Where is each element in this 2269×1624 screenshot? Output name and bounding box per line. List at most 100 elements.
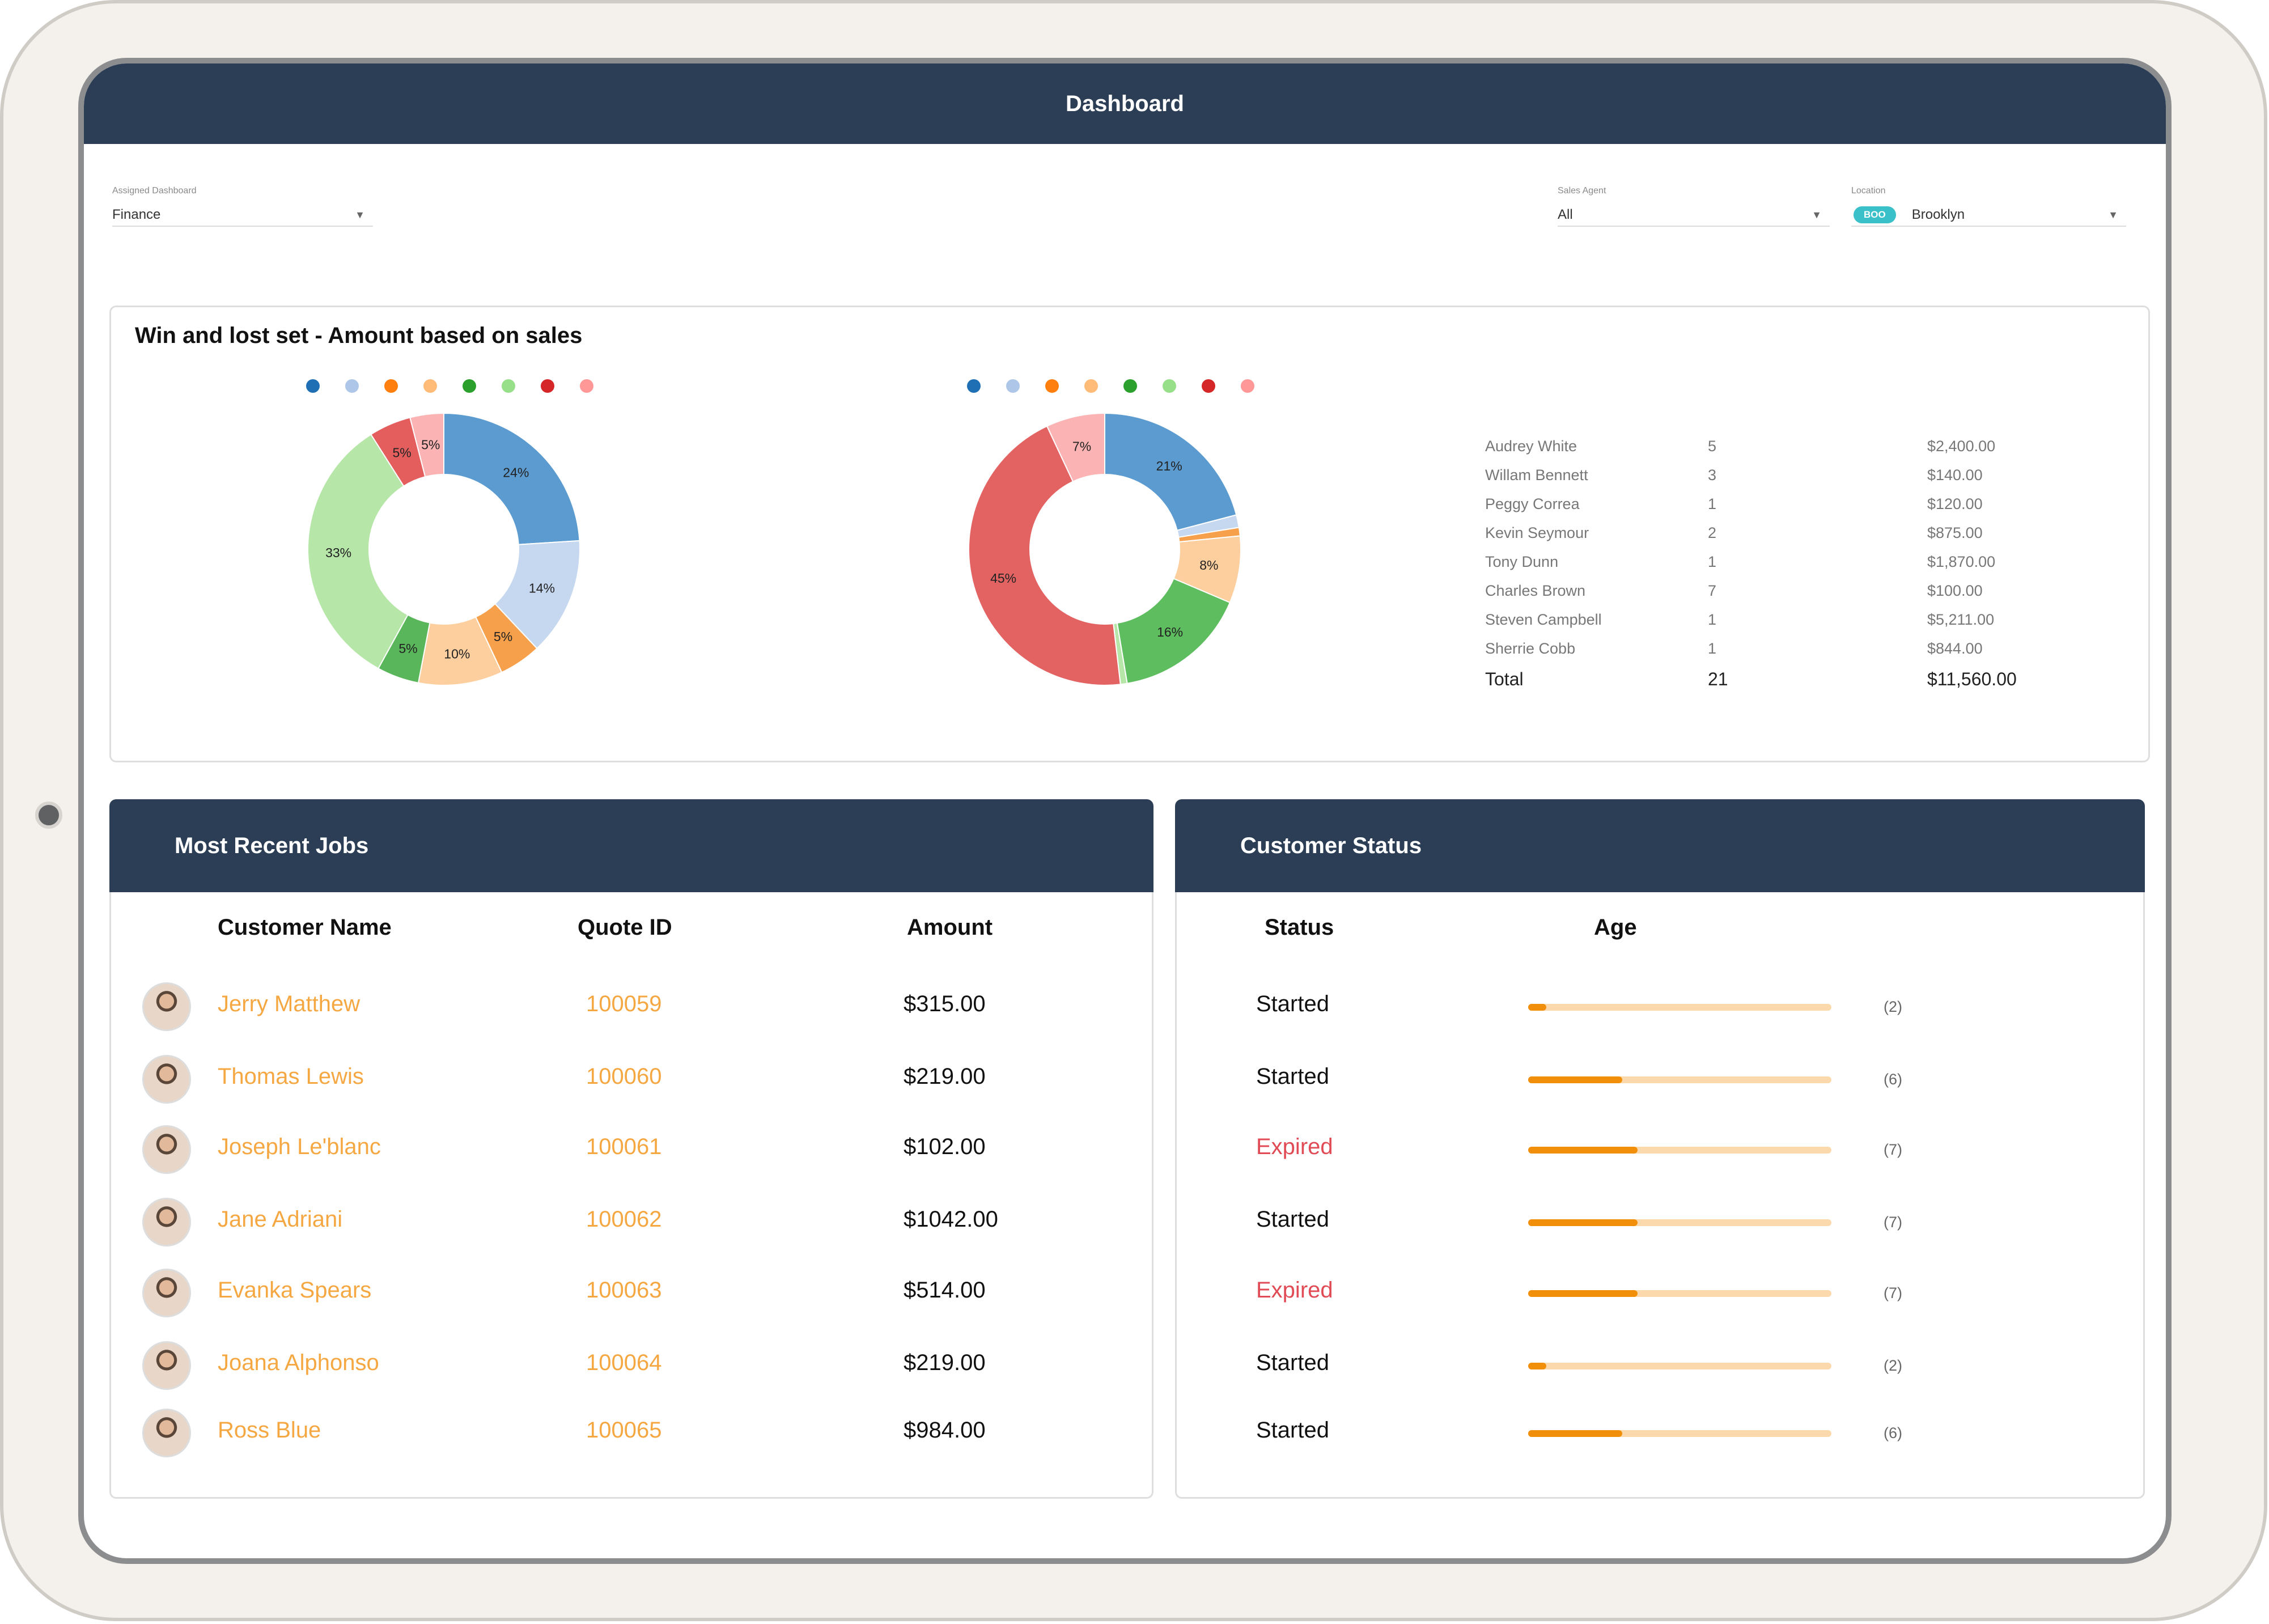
table-row[interactable]: Joseph Le'blanc 100061 $102.00 xyxy=(111,1124,1152,1175)
customer-status-panel: Status Age Started (2) Started (6) Expired (7… xyxy=(1175,892,2145,1499)
amount-value: $219.00 xyxy=(904,1064,986,1089)
filter-value: All xyxy=(1558,207,1573,222)
slice-label: 45% xyxy=(990,571,1016,586)
age-progress-fill xyxy=(1528,1004,1547,1011)
legend-dot[interactable] xyxy=(306,379,320,393)
donut-slice[interactable] xyxy=(307,433,409,669)
legend-dot[interactable] xyxy=(1163,379,1176,393)
table-row[interactable]: Evanka Spears 100063 $514.00 xyxy=(111,1267,1152,1318)
deal-count: 1 xyxy=(1708,611,1717,628)
agent-name: Sherrie Cobb xyxy=(1485,640,1576,657)
chart-legend xyxy=(967,379,1280,393)
agent-name: Willam Bennett xyxy=(1485,467,1588,484)
status-text: Started xyxy=(1256,1207,1329,1232)
donut-slice[interactable] xyxy=(1116,578,1231,684)
deal-amount: $100.00 xyxy=(1927,582,1983,599)
legend-dot[interactable] xyxy=(1123,379,1137,393)
donut-slice[interactable] xyxy=(1104,412,1237,531)
legend-dot[interactable] xyxy=(384,379,398,393)
slice-label: 5% xyxy=(421,437,440,452)
sales-agent-filter[interactable]: Sales Agent All ▼ xyxy=(1558,186,1830,227)
table-row[interactable]: Jane Adriani 100062 $1042.00 xyxy=(111,1197,1152,1248)
table-row[interactable]: Joana Alphonso 100064 $219.00 xyxy=(111,1340,1152,1391)
donut-slice[interactable] xyxy=(409,412,444,478)
legend-dot[interactable] xyxy=(967,379,981,393)
filter-value: Finance xyxy=(112,207,161,222)
panel-title: Most Recent Jobs xyxy=(175,833,369,858)
column-header: Age xyxy=(1594,915,1637,940)
filter-value: Brooklyn xyxy=(1911,207,1965,222)
legend-dot[interactable] xyxy=(1202,379,1215,393)
quote-id-link[interactable]: 100060 xyxy=(586,1064,662,1089)
customer-name-link[interactable]: Joana Alphonso xyxy=(218,1350,379,1375)
customer-name-link[interactable]: Jerry Matthew xyxy=(218,991,361,1016)
legend-dot[interactable] xyxy=(1084,379,1098,393)
deal-count: 2 xyxy=(1708,524,1717,541)
summary-row: Audrey White 5 $2,400.00 xyxy=(1485,438,2052,467)
assigned-dashboard-filter[interactable]: Assigned Dashboard Finance ▼ xyxy=(112,186,373,227)
donut-slice[interactable] xyxy=(968,425,1121,686)
slice-label: 21% xyxy=(1156,459,1182,473)
age-progress-fill xyxy=(1528,1363,1547,1369)
column-header: Amount xyxy=(907,915,993,940)
table-row[interactable]: Thomas Lewis 100060 $219.00 xyxy=(111,1054,1152,1105)
legend-dot[interactable] xyxy=(1006,379,1020,393)
sales-agent-select[interactable]: All ▼ xyxy=(1558,204,1830,227)
status-text: Started xyxy=(1256,991,1329,1016)
location-select[interactable]: BOO Brooklyn ▼ xyxy=(1851,204,2126,227)
status-row: Expired (7) xyxy=(1177,1124,2143,1175)
legend-dot[interactable] xyxy=(345,379,359,393)
card-title: Win and lost set - Amount based on sales xyxy=(135,323,583,348)
donut-slice[interactable] xyxy=(1046,412,1105,482)
slice-label: 33% xyxy=(325,545,351,560)
legend-dot[interactable] xyxy=(463,379,476,393)
slice-label: 7% xyxy=(1072,439,1091,453)
slice-label: 8% xyxy=(1199,558,1218,573)
age-progress-bar xyxy=(1528,1219,1831,1226)
donut-slice[interactable] xyxy=(443,412,580,545)
status-row: Started (6) xyxy=(1177,1054,2143,1105)
quote-id-link[interactable]: 100062 xyxy=(586,1207,662,1232)
quote-id-link[interactable]: 100065 xyxy=(586,1418,662,1443)
status-text: Started xyxy=(1256,1064,1329,1089)
slice-label: 24% xyxy=(503,465,529,480)
table-row[interactable]: Ross Blue 100065 $984.00 xyxy=(111,1407,1152,1458)
deal-amount: $120.00 xyxy=(1927,495,1983,512)
panel-title: Customer Status xyxy=(1240,833,1422,858)
summary-row: Charles Brown 7 $100.00 xyxy=(1485,582,2052,611)
customer-name-link[interactable]: Evanka Spears xyxy=(218,1278,372,1303)
table-row[interactable]: Jerry Matthew 100059 $315.00 xyxy=(111,981,1152,1032)
column-header: Customer Name xyxy=(218,915,392,940)
legend-dot[interactable] xyxy=(502,379,515,393)
legend-dot[interactable] xyxy=(1241,379,1254,393)
age-count: (7) xyxy=(1884,1141,1902,1158)
deal-count: 1 xyxy=(1708,495,1717,512)
age-progress-bar xyxy=(1528,1290,1831,1297)
quote-id-link[interactable]: 100061 xyxy=(586,1134,662,1159)
total-label: Total xyxy=(1485,669,1524,689)
assigned-dashboard-select[interactable]: Finance ▼ xyxy=(112,204,373,227)
customer-status-header: Customer Status xyxy=(1175,799,2145,892)
caret-down-icon: ▼ xyxy=(1812,209,1822,221)
quote-id-link[interactable]: 100064 xyxy=(586,1350,662,1375)
quote-id-link[interactable]: 100063 xyxy=(586,1278,662,1303)
customer-name-link[interactable]: Thomas Lewis xyxy=(218,1064,364,1089)
status-row: Expired (7) xyxy=(1177,1267,2143,1318)
total-amount: $11,560.00 xyxy=(1927,669,2017,689)
customer-name-link[interactable]: Jane Adriani xyxy=(218,1207,343,1232)
legend-dot[interactable] xyxy=(541,379,554,393)
customer-name-link[interactable]: Ross Blue xyxy=(218,1418,321,1443)
legend-dot[interactable] xyxy=(580,379,593,393)
slice-label: 5% xyxy=(393,445,412,460)
summary-row: Tony Dunn 1 $1,870.00 xyxy=(1485,553,2052,582)
legend-dot[interactable] xyxy=(423,379,437,393)
legend-dot[interactable] xyxy=(1045,379,1059,393)
customer-name-link[interactable]: Joseph Le'blanc xyxy=(218,1134,381,1159)
avatar xyxy=(142,1269,191,1317)
quote-id-link[interactable]: 100059 xyxy=(586,991,662,1016)
location-filter[interactable]: Location BOO Brooklyn ▼ xyxy=(1851,186,2126,227)
top-bar: Dashboard xyxy=(84,63,2166,144)
amount-value: $102.00 xyxy=(904,1134,986,1159)
age-count: (6) xyxy=(1884,1424,1902,1441)
donut-chart-2: 21% 8% 16% 45% 7% xyxy=(968,412,1241,686)
